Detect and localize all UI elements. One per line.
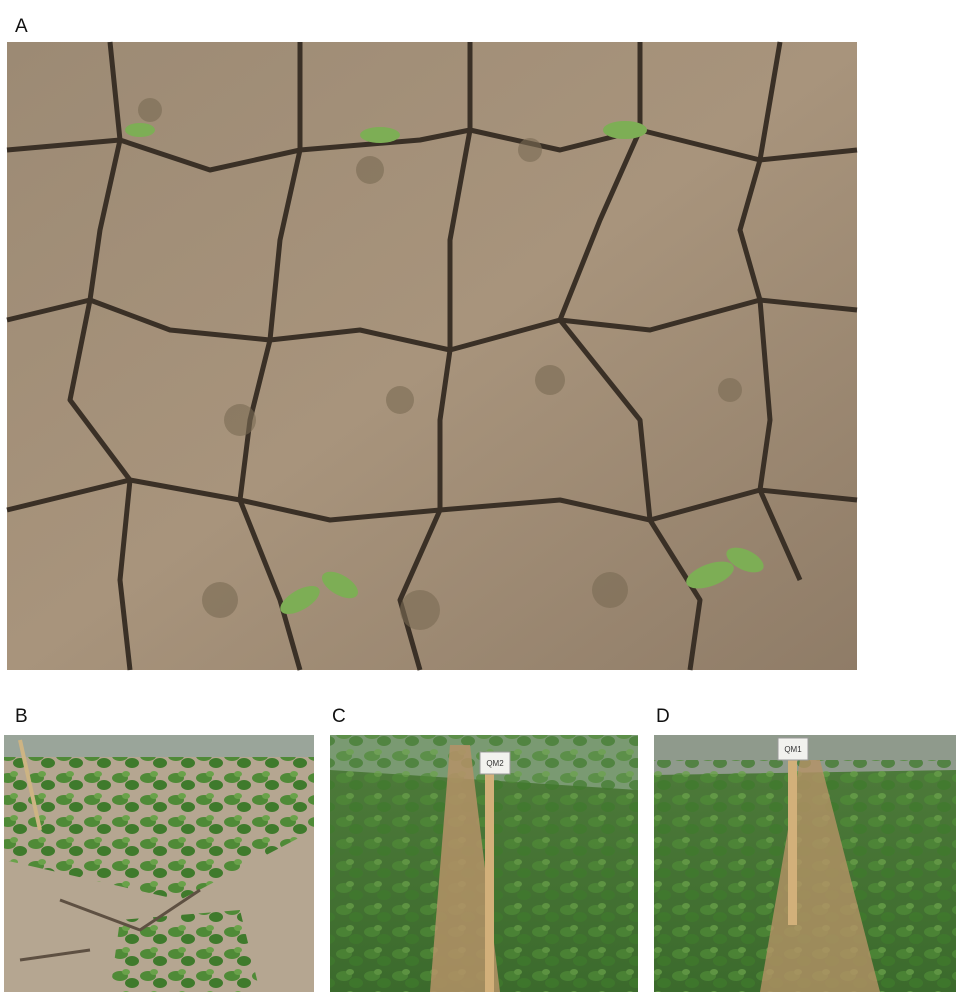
photo-seedlings-b [4,735,314,992]
photo-field-c: QM2 [330,735,638,992]
panel-label: C [332,706,346,727]
panel-label: B [15,706,28,727]
photo-field-d: QM1 [654,735,956,992]
photo-cracked-soil [6,41,858,671]
panel-label: D [656,706,670,727]
sign-text: QM1 [784,745,802,754]
sign-text: QM2 [486,759,504,768]
panel-label: A [15,16,28,37]
